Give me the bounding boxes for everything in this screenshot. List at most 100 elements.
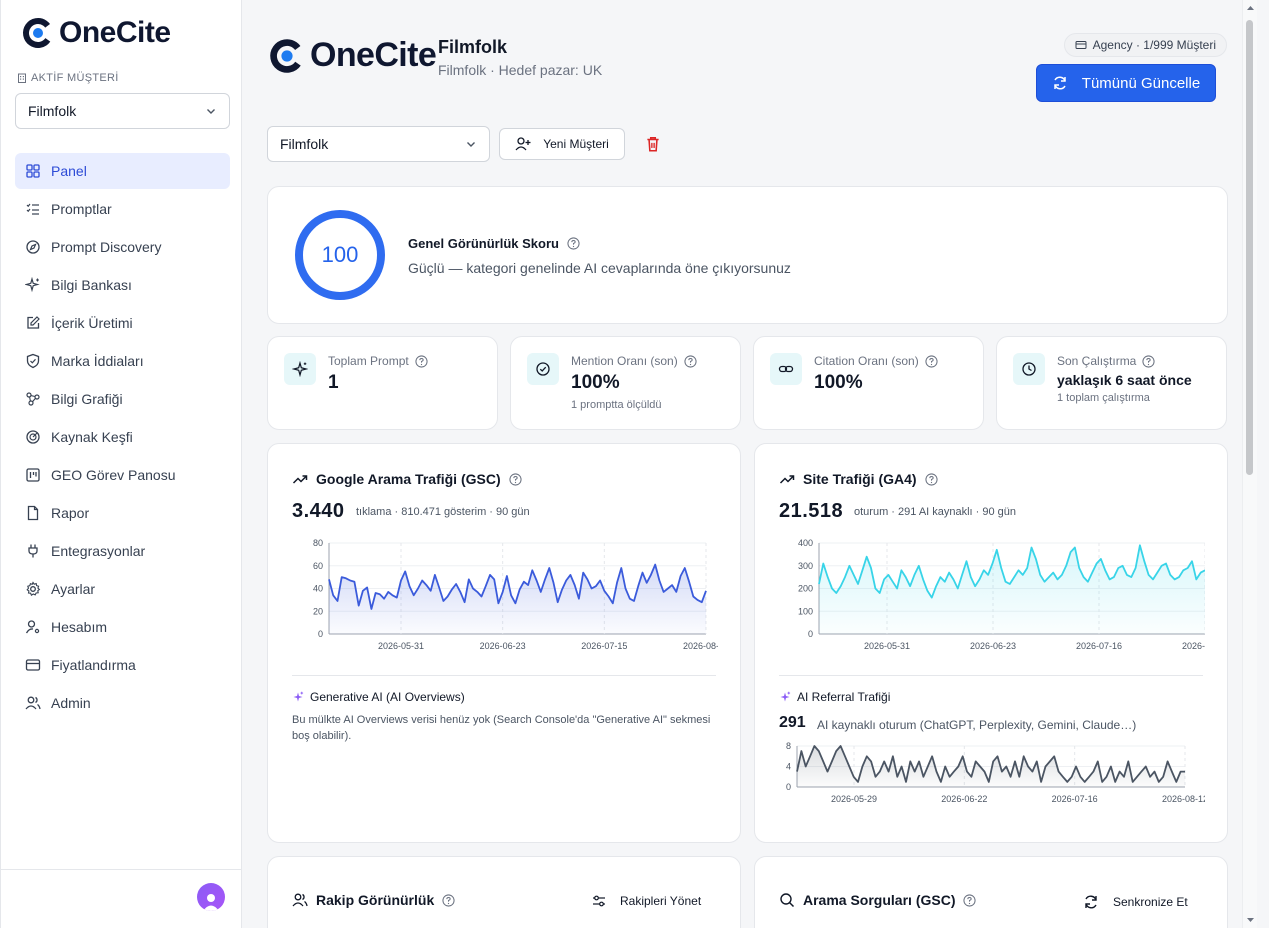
- y-tick-label: 0: [786, 782, 791, 792]
- page-subtitle: Filmfolk · Hedef pazar: UK: [438, 62, 603, 78]
- help-icon[interactable]: [567, 237, 580, 250]
- stat-note: 1 promptta ölçüldü: [571, 399, 662, 411]
- compass-icon: [26, 240, 40, 254]
- sidebar-item-label: Promptlar: [51, 201, 112, 217]
- x-tick-label: 2026-08-12: [1162, 794, 1205, 804]
- gsc-chart: 0 20 40 60 80 2026-05-31 2026-06-23 2026-07-15 2…: [313, 538, 718, 651]
- search-queries-title-text: Arama Sorguları (GSC): [803, 892, 956, 908]
- stat-value: 100%: [571, 372, 620, 393]
- scrollbar[interactable]: [1242, 0, 1257, 928]
- y-tick-label: 40: [313, 584, 323, 594]
- header-logo: OneCite: [268, 36, 437, 75]
- competitor-visibility-card: Rakip Görünürlük Rakipleri Yönet: [267, 856, 741, 928]
- stat-label: Toplam Prompt: [328, 354, 428, 368]
- stat-label: Son Çalıştırma: [1057, 354, 1155, 368]
- user-cog-icon: [25, 620, 40, 634]
- stat-icon-box: [527, 353, 559, 385]
- sidebar-item-admin[interactable]: Admin: [15, 685, 230, 721]
- scroll-up-icon[interactable]: [1243, 2, 1257, 14]
- sidebar-logo[interactable]: OneCite: [21, 16, 171, 50]
- sparkles-icon: [293, 691, 304, 702]
- gear-icon: [26, 581, 41, 597]
- help-icon[interactable]: [684, 354, 697, 368]
- score-title: Genel Görünürlük Skoru: [408, 236, 580, 251]
- client-select[interactable]: Filmfolk: [267, 126, 490, 162]
- help-icon[interactable]: [963, 893, 977, 907]
- sidebar-item-ayarlar[interactable]: Ayarlar: [15, 571, 230, 607]
- stat-card-mention-rate: Mention Oranı (son) 100% 1 promptta ölçü…: [510, 336, 741, 430]
- competitor-title-text: Rakip Görünürlük: [316, 892, 435, 908]
- scroll-down-icon[interactable]: [1243, 914, 1257, 926]
- stat-label-text: Citation Oranı (son): [814, 354, 919, 368]
- sidebar-client-select[interactable]: Filmfolk: [15, 93, 230, 129]
- x-tick-label: 2026-05-29: [831, 794, 877, 804]
- radar-icon: [26, 430, 40, 444]
- x-tick-label: 2026-05-31: [864, 641, 910, 651]
- scroll-thumb[interactable]: [1246, 20, 1253, 475]
- sidebar-item-label: Fiyatlandırma: [51, 657, 136, 673]
- competitor-title: Rakip Görünürlük: [292, 892, 455, 908]
- generative-ai-text: Bu mülkte AI Overviews verisi henüz yok …: [292, 714, 711, 742]
- stat-card-last-run: Son Çalıştırma yaklaşık 6 saat önce 1 to…: [996, 336, 1227, 430]
- y-tick-label: 200: [798, 584, 813, 594]
- edit-icon: [27, 316, 40, 329]
- help-icon[interactable]: [1142, 354, 1155, 368]
- sidebar-item-bilgi-bankası[interactable]: Bilgi Bankası: [15, 267, 230, 303]
- sidebar-item-label: Entegrasyonlar: [51, 543, 146, 559]
- stat-label: Mention Oranı (son): [571, 354, 697, 368]
- help-icon[interactable]: [924, 472, 938, 486]
- help-icon[interactable]: [509, 472, 522, 486]
- sidebar-item-fiyatlandırma[interactable]: Fiyatlandırma: [15, 647, 230, 683]
- series-line: [328, 563, 707, 610]
- manage-competitors-button[interactable]: Rakipleri Yönet: [592, 894, 701, 908]
- sidebar-item-label: Kaynak Keşfi: [51, 429, 133, 445]
- refresh-all-button[interactable]: Tümünü Güncelle: [1036, 64, 1216, 102]
- sidebar-item-promptlar[interactable]: Promptlar: [15, 191, 230, 227]
- sidebar-item-geo-görev-panosu[interactable]: GEO Görev Panosu: [15, 457, 230, 493]
- gsc-traffic-card: Google Arama Trafiği (GSC) 3.440 tıklama…: [267, 443, 741, 843]
- sidebar-item-i-çerik-üretimi[interactable]: İçerik Üretimi: [15, 305, 230, 341]
- score-title-text: Genel Görünürlük Skoru: [408, 236, 559, 251]
- y-tick-label: 20: [313, 606, 323, 616]
- sidebar-item-entegrasyonlar[interactable]: Entegrasyonlar: [15, 533, 230, 569]
- sidebar-item-hesabım[interactable]: Hesabım: [15, 609, 230, 645]
- kanban-icon: [26, 468, 40, 482]
- sidebar-item-label: Panel: [51, 163, 87, 179]
- sidebar-item-prompt-discovery[interactable]: Prompt Discovery: [15, 229, 230, 265]
- sidebar-item-kaynak-keşfi[interactable]: Kaynak Keşfi: [15, 419, 230, 455]
- help-icon[interactable]: [442, 893, 455, 907]
- file-icon: [27, 505, 39, 521]
- sidebar-item-panel[interactable]: Panel: [15, 153, 230, 189]
- new-client-label: Yeni Müşteri: [543, 137, 609, 151]
- users-icon: [292, 893, 308, 907]
- gsc-title-text: Google Arama Trafiği (GSC): [316, 471, 501, 487]
- search-queries-title: Arama Sorguları (GSC): [779, 892, 977, 908]
- delete-client-icon[interactable]: [644, 135, 662, 153]
- help-icon[interactable]: [415, 354, 428, 368]
- refresh-icon: [1085, 895, 1097, 909]
- new-client-button[interactable]: Yeni Müşteri: [499, 128, 625, 160]
- clock-icon: [1022, 362, 1036, 376]
- stat-card-total-prompts: Toplam Prompt 1: [267, 336, 498, 430]
- search-icon: [780, 893, 795, 908]
- stat-label: Citation Oranı (son): [814, 354, 938, 368]
- sidebar-item-bilgi-grafiği[interactable]: Bilgi Grafiği: [15, 381, 230, 417]
- visibility-score-card: 100 Genel Görünürlük Skoru Güçlü — kateg…: [267, 186, 1228, 324]
- sync-button[interactable]: Senkronize Et: [1083, 894, 1188, 910]
- link-icon: [778, 365, 794, 373]
- ai-referral-header: AI Referral Trafiği: [779, 690, 890, 704]
- y-tick-label: 80: [313, 538, 323, 548]
- gsc-total-note: tıklama · 810.471 gösterim · 90 gün: [356, 506, 530, 518]
- user-avatar-icon: [203, 894, 219, 911]
- avatar[interactable]: [197, 883, 225, 911]
- sidebar-item-marka-i-ddiaları[interactable]: Marka İddiaları: [15, 343, 230, 379]
- plan-badge-text: Agency · 1/999 Müşteri: [1092, 38, 1216, 52]
- help-icon[interactable]: [925, 354, 938, 368]
- trending-up-icon: [779, 475, 795, 484]
- manage-competitors-label: Rakipleri Yönet: [620, 894, 702, 908]
- sparkles-icon: [780, 691, 791, 702]
- main-content: OneCite Filmfolk Filmfolk · Hedef pazar:…: [242, 0, 1257, 928]
- sidebar-item-rapor[interactable]: Rapor: [15, 495, 230, 531]
- stat-label-text: Toplam Prompt: [328, 354, 409, 368]
- sidebar-client-select-value: Filmfolk: [28, 103, 77, 119]
